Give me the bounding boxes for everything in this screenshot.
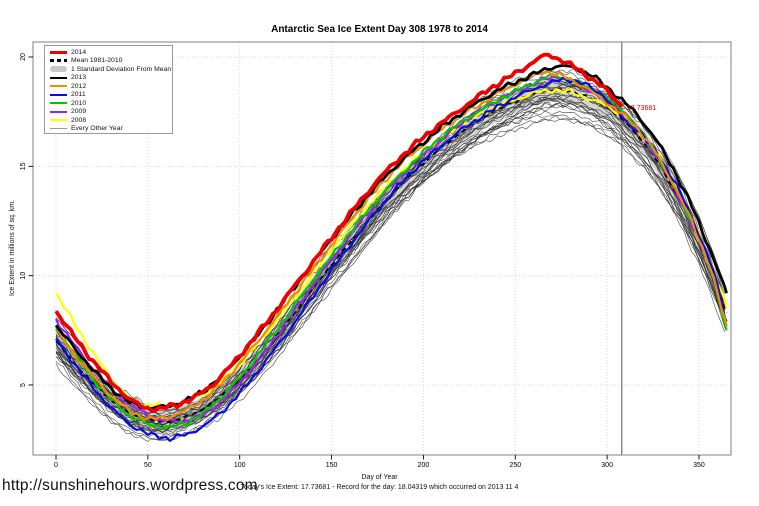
every-other-year-line — [55, 95, 725, 425]
y-axis-label: Ice Extent in millions of sq. km. — [9, 200, 16, 296]
every-other-year-line — [55, 84, 725, 413]
y-tick-label: 20 — [20, 53, 27, 61]
series-2010 — [55, 73, 728, 430]
series-2012 — [55, 70, 728, 422]
legend-swatch-line — [50, 110, 67, 113]
legend-label: 1 Standard Deviation From Mean — [71, 65, 172, 73]
x-tick-label: 250 — [509, 462, 521, 469]
x-tick-label: 50 — [144, 462, 152, 469]
legend-swatch-line — [50, 102, 67, 105]
legend-item: 2010 — [50, 99, 172, 108]
legend-item: 2008 — [50, 116, 172, 125]
every-other-year-line — [55, 101, 725, 437]
legend-label: 2008 — [71, 116, 87, 124]
legend-item: 2012 — [50, 82, 172, 91]
every-other-year-line — [55, 98, 725, 440]
x-tick-label: 100 — [234, 462, 246, 469]
legend-item: 1 Standard Deviation From Mean — [50, 65, 172, 74]
x-axis-label: Day of Year — [361, 474, 398, 481]
every-other-year-line — [55, 95, 725, 433]
axis-ticks: 0 50 100 150 200 250 300 350 5 10 15 20 — [20, 53, 705, 469]
legend-swatch-dashed-line — [50, 59, 67, 63]
legend-swatch-line — [50, 76, 67, 79]
legend-label: 2013 — [71, 74, 87, 82]
legend-item: 2009 — [50, 108, 172, 117]
legend-item: Every Other Year — [50, 125, 172, 134]
legend-item: 2014 — [50, 48, 172, 57]
legend-label: 2010 — [71, 99, 87, 107]
legend-swatch-band — [50, 66, 67, 73]
y-tick-label: 15 — [20, 162, 27, 170]
legend-item: Mean 1981-2010 — [50, 57, 172, 66]
y-tick-label: 10 — [20, 272, 27, 280]
every-other-year-line — [55, 93, 725, 430]
gridlines — [33, 42, 731, 455]
legend-label: Every Other Year — [71, 125, 123, 133]
plot-border — [32, 41, 732, 456]
x-tick-label: 0 — [54, 462, 58, 469]
series-2014 — [54, 52, 624, 413]
footer-caption: Today's Ice Extent: 17.73681 - Record fo… — [240, 484, 519, 491]
legend-swatch-thin-line — [50, 128, 67, 130]
legend-label: Mean 1981-2010 — [71, 57, 123, 65]
today-extent-annotation: 17.73681 — [627, 105, 656, 112]
legend-label: 2009 — [71, 108, 87, 116]
legend-item: 2011 — [50, 91, 172, 100]
every-other-year-line — [55, 97, 725, 429]
every-other-year-line — [55, 93, 725, 426]
every-other-year-line — [55, 104, 725, 442]
x-tick-label: 200 — [418, 462, 430, 469]
every-other-year-line — [55, 116, 725, 425]
every-other-year-line — [55, 115, 725, 427]
y-tick-label: 5 — [20, 383, 27, 387]
every-other-year-line — [55, 102, 725, 432]
every-other-year-line — [55, 103, 725, 422]
site-url[interactable]: http://sunshinehours.wordpress.com — [2, 477, 258, 494]
legend: 2014 Mean 1981-2010 1 Standard Deviation F… — [44, 45, 173, 134]
legend-swatch-line — [50, 93, 67, 96]
legend-swatch-thick-line — [50, 50, 67, 54]
series-curves — [54, 42, 728, 455]
x-tick-label: 150 — [326, 462, 338, 469]
legend-item: 2013 — [50, 74, 172, 83]
x-tick-label: 350 — [693, 462, 705, 469]
legend-swatch-line — [50, 119, 67, 122]
legend-label: 2012 — [71, 82, 87, 90]
x-tick-label: 300 — [601, 462, 613, 469]
legend-label: 2011 — [71, 91, 86, 99]
legend-swatch-line — [50, 85, 67, 88]
series-mean-1981-2010 — [55, 88, 728, 424]
every-other-year-line — [55, 95, 725, 419]
legend-label: 2014 — [71, 48, 87, 56]
chart-title: Antarctic Sea Ice Extent Day 308 1978 to… — [271, 24, 488, 35]
every-other-year-line — [55, 110, 725, 432]
